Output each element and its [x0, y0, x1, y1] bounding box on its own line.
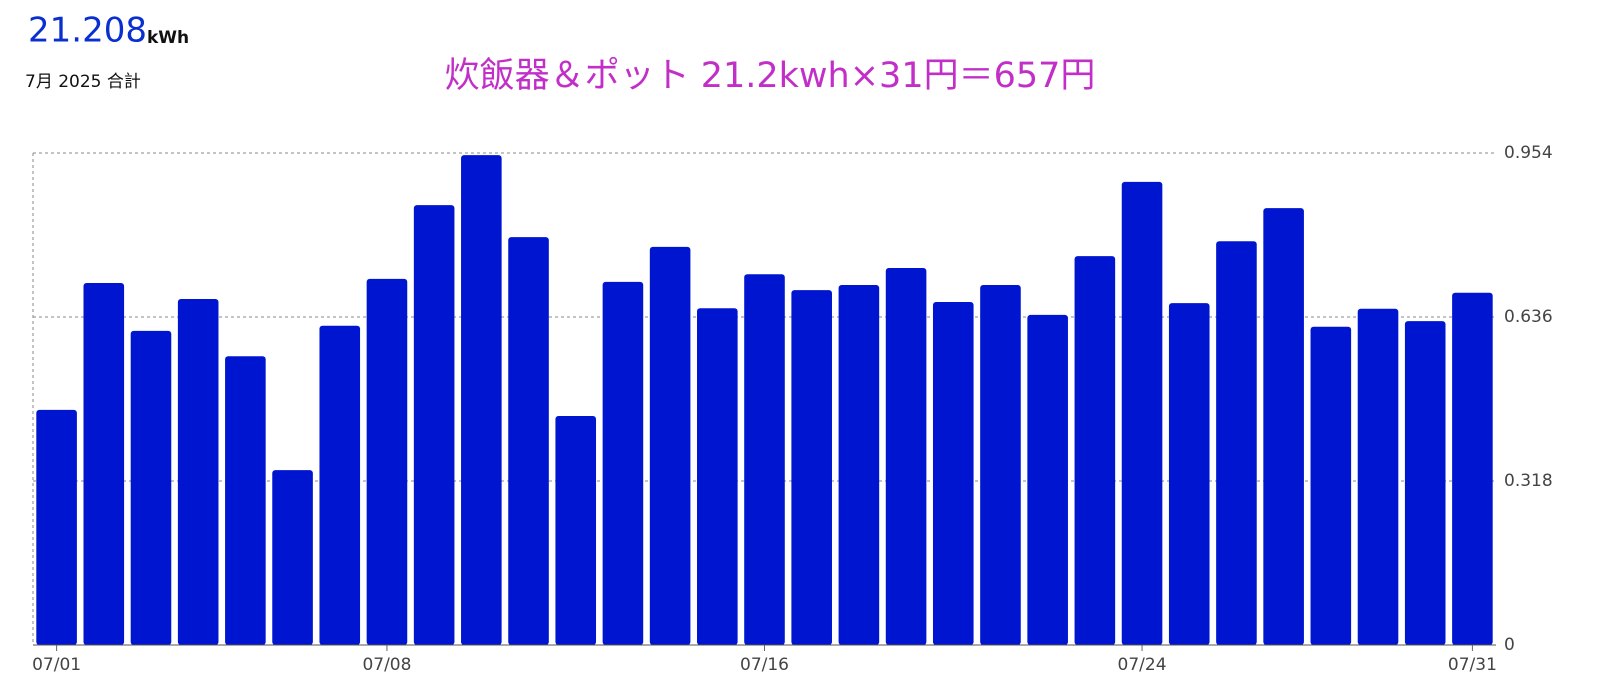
x-tick-label: 07/16 — [740, 655, 789, 675]
bar — [932, 302, 974, 645]
period-label: 7月 2025 合計 — [25, 72, 141, 92]
bar — [1027, 314, 1068, 645]
x-tick-label: 07/01 — [32, 655, 81, 675]
bar — [366, 278, 408, 645]
y-tick-label: 0.318 — [1504, 471, 1553, 491]
x-tick-label: 07/31 — [1448, 655, 1497, 675]
bar — [177, 298, 219, 645]
bar — [1168, 303, 1210, 645]
bar — [1357, 308, 1399, 645]
bar — [649, 246, 691, 645]
bar — [413, 205, 455, 645]
x-tick-label: 07/24 — [1118, 655, 1167, 675]
bar — [508, 237, 549, 645]
bar — [744, 274, 785, 645]
bar — [1074, 256, 1116, 645]
y-tick-label: 0.636 — [1504, 307, 1553, 327]
bar — [1452, 292, 1493, 645]
bar — [838, 285, 880, 645]
bar — [1404, 321, 1446, 645]
total-value: 21.208 — [28, 11, 147, 51]
x-tick-label: 07/08 — [362, 655, 411, 675]
bar — [1263, 208, 1304, 646]
bar — [83, 282, 125, 645]
bar — [319, 325, 361, 645]
y-tick-label: 0 — [1504, 635, 1515, 655]
bar — [272, 470, 313, 645]
bar — [885, 268, 927, 645]
bar — [36, 409, 77, 645]
annotation: 炊飯器＆ポット 21.2kwh×31円＝657円 — [445, 56, 1096, 96]
bar — [980, 285, 1021, 645]
bar — [461, 155, 502, 645]
bar — [1216, 241, 1257, 646]
bar — [1310, 326, 1352, 645]
y-tick-label: 0.954 — [1504, 143, 1553, 163]
bar — [602, 281, 644, 645]
bar — [225, 356, 266, 645]
bar — [1121, 181, 1163, 646]
bar — [555, 416, 597, 645]
bar — [697, 308, 738, 645]
total-unit: kWh — [147, 28, 189, 48]
bar — [130, 330, 172, 645]
bar — [791, 290, 832, 645]
